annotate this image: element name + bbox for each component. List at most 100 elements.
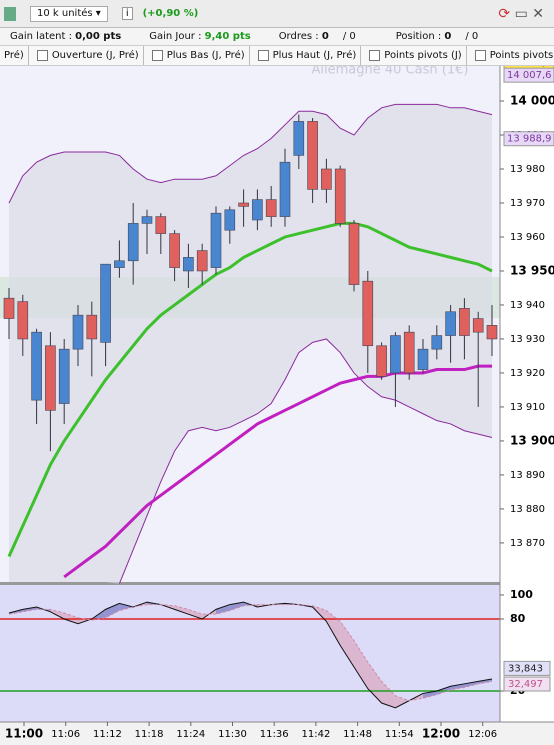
info-row: Gain latent : 0,00 pts Gain Jour : 9,40 …: [0, 28, 554, 46]
value: 0: [321, 31, 329, 42]
candle-body: [210, 212, 222, 268]
candle-body: [265, 199, 277, 217]
indicator-label: Points pivots: [489, 50, 554, 61]
y-tick-label: 13 970: [510, 198, 545, 209]
indicator-label: Ouverture (J, Pré): [51, 50, 139, 61]
icon[interactable]: [4, 6, 16, 21]
line-series: [7, 221, 493, 558]
y-tick-label: 13 900: [510, 433, 554, 447]
watermark: Allemagne 40 Cash (1€): [312, 63, 469, 78]
indicator-toggle[interactable]: Plus Haut (J, Pré): [254, 46, 362, 65]
x-tick-label: 11:06: [51, 729, 80, 740]
osc-fill: [478, 679, 492, 684]
price-box: [503, 131, 554, 147]
y-tick-label: 13 910: [510, 402, 545, 413]
window-icons[interactable]: ⟳ ▭ ✕: [498, 5, 544, 22]
osc-fill: [22, 606, 37, 612]
indicator-toggle[interactable]: Pré): [0, 46, 29, 65]
value: 0,00 pts: [75, 31, 122, 42]
value-box: [503, 660, 551, 676]
x-tick-label: 11:54: [385, 729, 414, 740]
toolbar: 10 k unités ▾ i (+0,90 %) ⟳ ▭ ✕: [0, 0, 554, 28]
y-tick-label: 13 980: [510, 164, 545, 175]
indicator-label: Pré): [4, 50, 24, 61]
osc-fill: [340, 621, 354, 668]
candle-body: [252, 199, 263, 221]
oscillator-panel: [0, 585, 500, 722]
candle-body: [169, 233, 180, 268]
y-tick-label: 14 000: [510, 94, 554, 108]
candle-body: [445, 311, 456, 336]
candle-body: [472, 318, 484, 333]
x-tick-label: 11:36: [260, 729, 289, 740]
candle-body: [45, 345, 56, 411]
indicator-toggle[interactable]: Ouverture (J, Pré): [33, 46, 144, 65]
indicator-label: Plus Haut (J, Pré): [272, 50, 357, 61]
osc-fill: [50, 609, 65, 619]
candle-body: [238, 202, 249, 207]
indicator-row: Pré) Ouverture (J, Pré) Plus Bas (J, Pré) P…: [0, 46, 554, 66]
indicator-toggle[interactable]: Plus Bas (J, Pré): [148, 46, 250, 65]
label: Gain Jour :: [149, 31, 202, 42]
candle-body: [459, 308, 470, 336]
y-tick-label: 13 960: [510, 232, 545, 243]
candle-body: [3, 297, 15, 319]
candle-body: [127, 223, 139, 262]
separator: [0, 582, 554, 585]
price-box-label: 14 007,6: [507, 70, 552, 81]
indicator-toggle[interactable]: Points pivots (J): [365, 46, 467, 65]
osc-fill: [367, 662, 382, 704]
y-tick-label: 13 930: [510, 334, 545, 345]
size: 10 k unités: [37, 8, 93, 19]
candle-body: [141, 216, 153, 224]
indicator-label: Points pivots (J): [384, 50, 462, 61]
x-tick-label: 11:24: [176, 729, 205, 740]
value: / 0: [342, 31, 356, 42]
osc-fill: [105, 603, 120, 618]
candle-body: [431, 335, 443, 350]
change: (+0,90 %): [142, 8, 199, 19]
candle-body: [307, 121, 318, 190]
price-box-label: 13 988,9: [507, 134, 552, 145]
x-tick-label: 12:00: [422, 727, 460, 741]
line-series: [8, 103, 493, 204]
candle-body: [417, 348, 429, 370]
candle-body: [100, 263, 111, 343]
candle-body: [348, 223, 360, 285]
x-tick-label: 11:00: [5, 727, 43, 741]
candle-body: [17, 301, 29, 340]
osc-fill: [464, 681, 479, 688]
price-box: [503, 67, 554, 83]
candle-body: [293, 121, 305, 156]
candle-body: [279, 161, 291, 217]
y-tick-label: 13 880: [510, 504, 545, 515]
indicator-toggle[interactable]: Points pivots: [471, 46, 554, 65]
y-tick-label: 13 870: [510, 538, 545, 549]
osc-fill: [381, 681, 396, 708]
osc-fill: [119, 603, 134, 611]
candle-body: [486, 325, 498, 340]
x-tick-label: 11:12: [93, 729, 122, 740]
value-box: [503, 676, 551, 692]
size-dropdown[interactable]: 10 k unités ▾: [30, 5, 108, 22]
time-axis: [0, 722, 554, 745]
candle-body: [390, 335, 401, 374]
y-tick-label: 13 940: [510, 300, 545, 311]
candle-body: [58, 348, 70, 404]
osc-fill: [354, 640, 368, 689]
osc-fill: [395, 695, 410, 708]
line-series: [63, 364, 492, 579]
candle-body: [334, 168, 346, 224]
candle-body: [183, 257, 194, 272]
candle-body: [362, 280, 374, 347]
y-tick-label: 100: [510, 588, 533, 601]
candle-body: [224, 209, 236, 231]
info-button[interactable]: i: [121, 7, 133, 20]
x-tick-label: 11:42: [301, 729, 330, 740]
label: Gain latent :: [10, 31, 72, 42]
x-tick-label: 11:48: [343, 729, 372, 740]
osc-fill: [174, 605, 189, 615]
x-tick-label: 11:30: [218, 729, 247, 740]
